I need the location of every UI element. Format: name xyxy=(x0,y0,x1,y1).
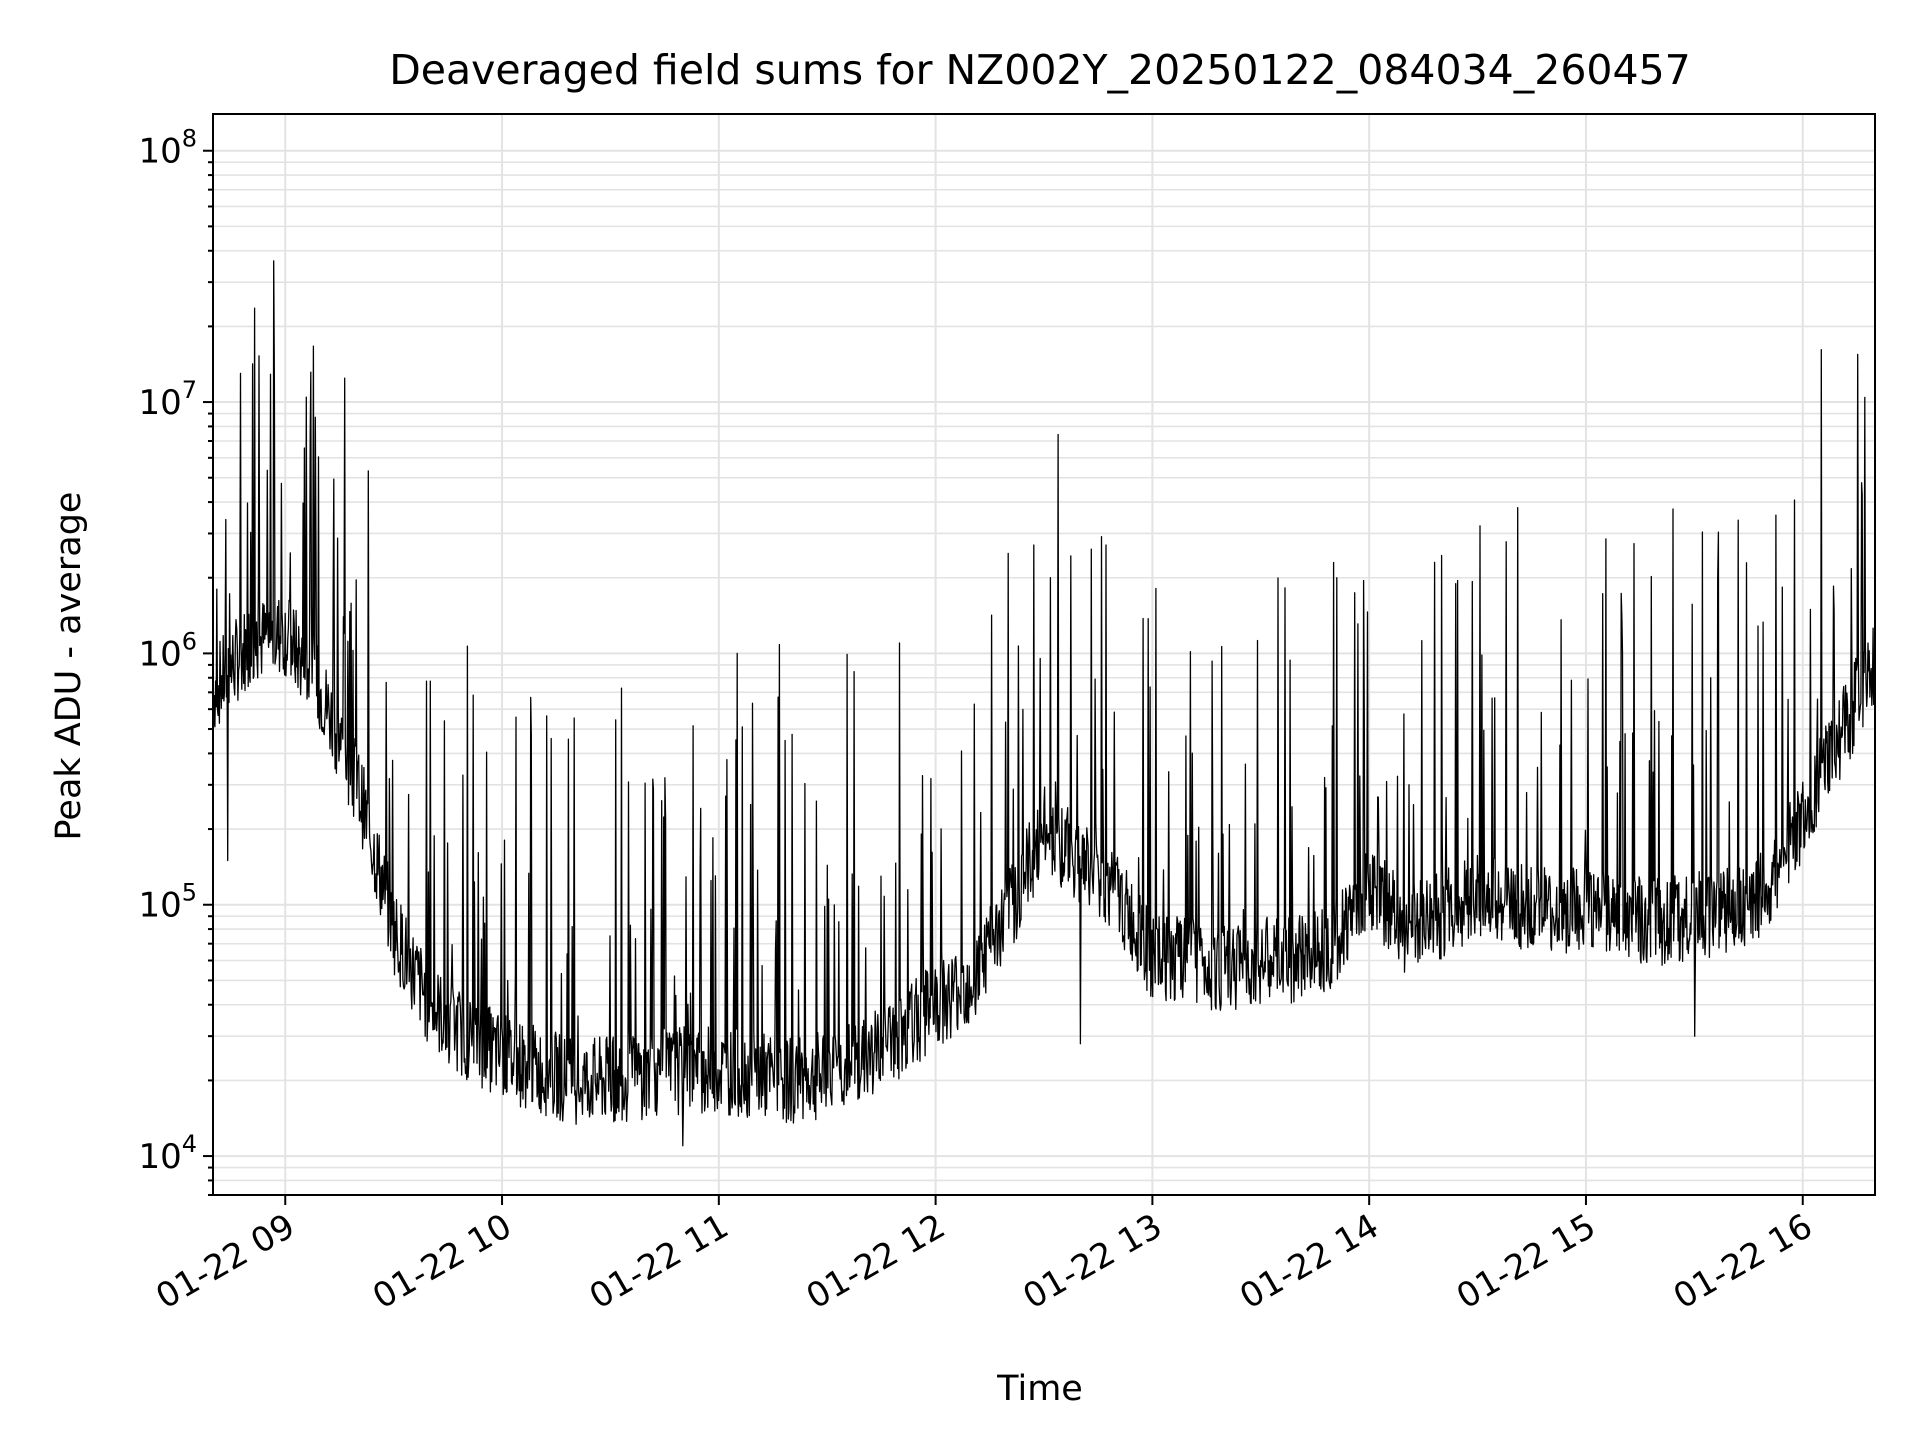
y-tick-base: 10 xyxy=(138,383,181,423)
y-tick-exponent: 6 xyxy=(182,627,197,655)
data-line xyxy=(212,260,1876,1147)
y-tick-exponent: 8 xyxy=(182,125,197,153)
y-tick-base: 10 xyxy=(138,132,181,172)
chart-title: Deaveraged field sums for NZ002Y_2025012… xyxy=(389,46,1691,94)
y-tick-base: 10 xyxy=(138,634,181,674)
y-tick-base: 10 xyxy=(138,886,181,926)
y-tick-exponent: 5 xyxy=(182,879,197,907)
y-tick-label: 106 xyxy=(138,627,197,674)
y-tick-label: 108 xyxy=(138,125,197,172)
y-tick-label: 104 xyxy=(138,1130,197,1177)
x-axis-label: Time xyxy=(996,1369,1083,1409)
y-tick-exponent: 7 xyxy=(182,376,197,404)
y-tick-label: 105 xyxy=(138,879,197,926)
y-tick-exponent: 4 xyxy=(182,1130,197,1158)
y-axis-label: Peak ADU - average xyxy=(49,492,89,841)
y-tick-label: 107 xyxy=(138,376,197,423)
plot-frame xyxy=(212,113,1876,1196)
series-group xyxy=(212,260,1876,1147)
y-tick-base: 10 xyxy=(138,1137,181,1177)
